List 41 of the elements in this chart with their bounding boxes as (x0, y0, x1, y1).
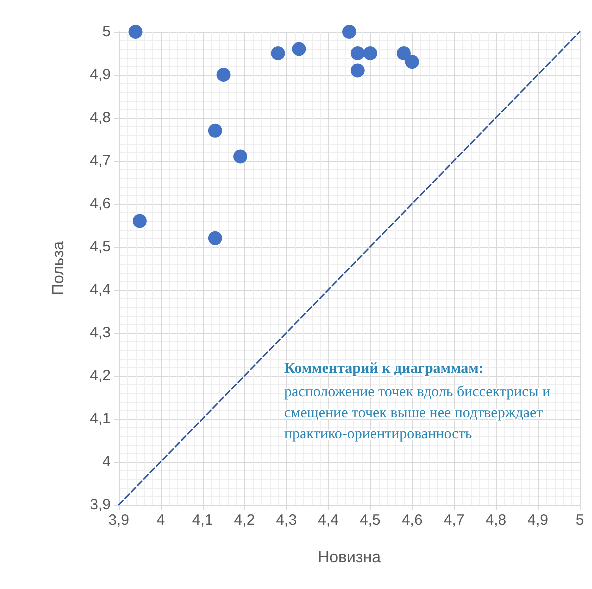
point (234, 150, 248, 164)
point (350, 64, 365, 78)
y-tick-label: 4,2 (90, 368, 111, 384)
point (405, 55, 420, 70)
y-tick-label: 3,9 (90, 496, 111, 514)
x-tick-label: 5 (576, 512, 584, 529)
x-tick-label: 4,9 (528, 512, 549, 529)
y-tick-label: 4,1 (90, 410, 111, 428)
x-tick-label: 4,6 (402, 512, 423, 529)
point (132, 214, 147, 228)
x-tick-label: 4,5 (360, 512, 381, 529)
y-tick-label: 4,9 (90, 66, 111, 84)
annotation: расположение точек вдоль биссектрисы и смещение точек выше нее подтверждает практико-ориентированность (284, 384, 551, 442)
x-axis-title: Новизна (318, 550, 382, 566)
y-tick-label: 4,6 (90, 196, 111, 212)
point (396, 46, 411, 60)
point (292, 42, 306, 56)
y-tick-label: 4,4 (90, 282, 111, 298)
x-tick-label: 4,8 (486, 512, 507, 529)
point (342, 25, 356, 39)
x-tick-label: 4,7 (444, 512, 465, 529)
annotation: Комментарий к диаграммам: (284, 361, 484, 377)
y-tick-label: 4 (102, 454, 111, 470)
point (350, 46, 365, 60)
x-tick-label: 4,4 (318, 512, 339, 529)
point (208, 231, 222, 246)
point (363, 46, 378, 60)
x-tick-label: 4 (156, 512, 166, 529)
y-axis-title: Польза (50, 241, 68, 296)
y-tick-label: 4,5 (90, 238, 111, 256)
point (271, 46, 286, 60)
x-tick-label: 4,2 (234, 512, 256, 529)
y-tick-label: 4,3 (90, 324, 111, 342)
y-tick-label: 5 (102, 24, 111, 40)
y-tick-label: 4,8 (90, 110, 111, 126)
y-tick-label: 4,7 (90, 152, 111, 170)
x-tick-label: 4,1 (192, 512, 214, 529)
point (208, 124, 222, 138)
x-tick-label: 4,3 (276, 512, 298, 529)
point (128, 25, 143, 39)
point (216, 68, 231, 82)
